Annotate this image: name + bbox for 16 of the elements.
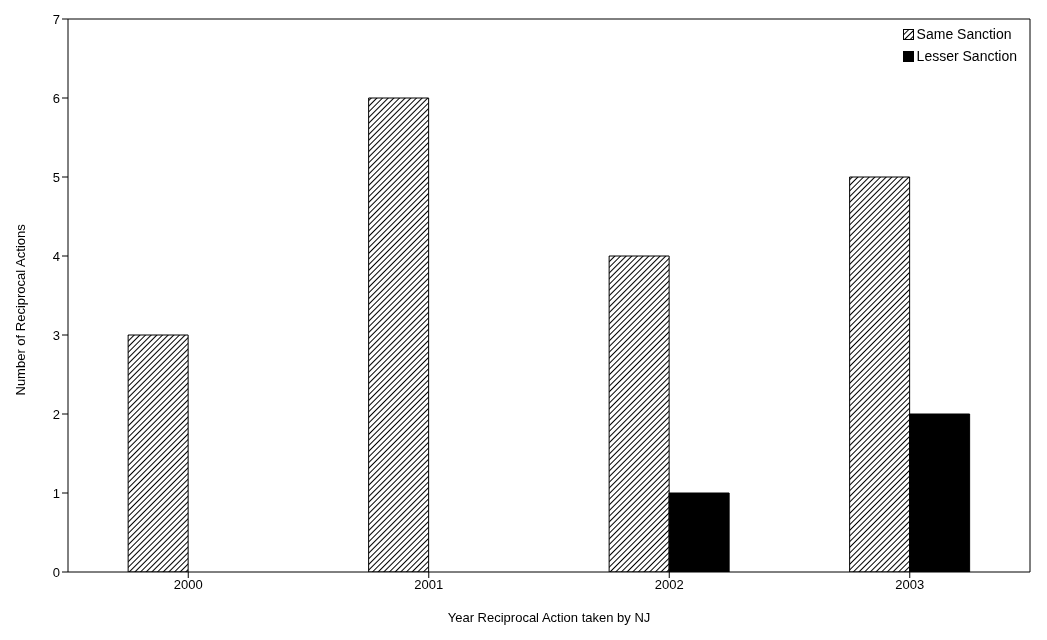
x-axis-title: Year Reciprocal Action taken by NJ [447,610,651,625]
y-tick-label: 5 [52,169,60,185]
x-tick-label: 2003 [895,577,925,593]
legend-label: Same Sanction [916,26,1012,42]
y-tick-label: 4 [52,248,60,264]
y-tick-label: 2 [52,406,60,422]
y-tick-label: 7 [52,11,60,27]
y-tick-label: 6 [52,90,60,106]
y-axis-title: Number of Reciprocal Actions [12,223,28,396]
y-tick-label: 0 [52,564,60,580]
x-tick-label: 2002 [654,577,684,593]
x-tick-label: 2000 [173,577,203,593]
x-tick-label: 2001 [414,577,444,593]
y-tick-label: 1 [52,485,60,501]
y-tick-label: 3 [52,327,60,343]
legend-label: Lesser Sanction [916,48,1017,64]
